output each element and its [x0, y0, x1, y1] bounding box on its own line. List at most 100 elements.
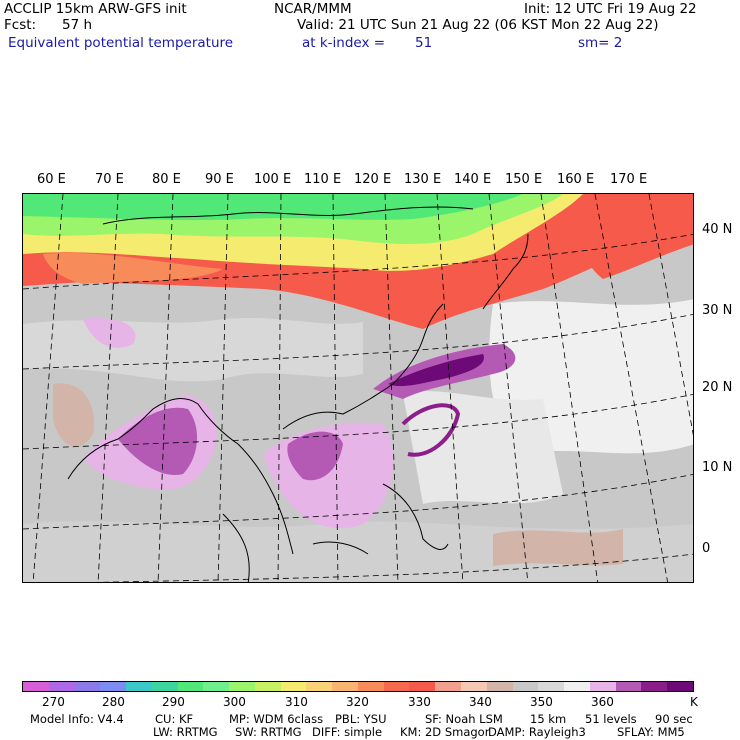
- colorbar-segment: [151, 682, 178, 691]
- lon-label: 130 E: [404, 172, 442, 187]
- northeast-warm: [579, 194, 693, 279]
- colorbar-unit: K: [690, 695, 698, 709]
- cumulus-scheme: CU: KF: [155, 712, 194, 726]
- japan-outline: [482, 233, 529, 310]
- colorbar-segment: [615, 682, 642, 691]
- lon-line: [97, 194, 119, 582]
- graticule: [23, 194, 693, 582]
- arabian-tan: [53, 383, 94, 447]
- level-value: 51: [415, 35, 433, 51]
- gulf-tonkin-purple: [287, 431, 343, 481]
- lon-line: [594, 194, 669, 582]
- center-name: NCAR/MMM: [274, 1, 352, 17]
- km-option: KM: 2D Smagor: [400, 725, 490, 739]
- lon-label: 80 E: [152, 172, 181, 187]
- colorbar-segment: [126, 682, 152, 691]
- map-panel: [22, 193, 694, 583]
- lon-label: 150 E: [505, 172, 543, 187]
- malay-outline: [222, 513, 250, 582]
- colorbar-label: 330: [408, 695, 431, 709]
- mongolia-border: [102, 206, 474, 225]
- lon-label: 90 E: [205, 172, 234, 187]
- ocean-band: [403, 391, 563, 504]
- lon-line: [648, 194, 693, 436]
- colorbar-segment: [383, 682, 410, 691]
- colorbar-segment: [667, 682, 693, 691]
- lon-line: [157, 194, 174, 582]
- colorbar-label: 290: [162, 695, 185, 709]
- lon-line: [488, 194, 529, 582]
- lat-label: 30 N: [702, 303, 733, 318]
- coastlines: [67, 206, 529, 582]
- shortwave-scheme: SW: RRTMG: [235, 725, 302, 739]
- lon-line: [332, 194, 339, 582]
- colorbar-segment: [23, 682, 49, 691]
- colorbar-segment: [564, 682, 590, 691]
- pacific-tan: [493, 529, 623, 566]
- field-name: Equivalent potential temperature: [8, 35, 234, 51]
- colorbar-label: 270: [42, 695, 65, 709]
- lat-label: 20 N: [702, 380, 733, 395]
- level-count: 51 levels: [585, 712, 637, 726]
- colorbar-segment: [641, 682, 668, 691]
- lon-label: 110 E: [304, 172, 342, 187]
- colorbar-segment: [203, 682, 230, 691]
- run-title: ACCLIP 15km ARW-GFS init: [4, 1, 187, 17]
- pbl-scheme: PBL: YSU: [335, 712, 387, 726]
- lon-label: 60 E: [37, 172, 66, 187]
- lat-label: 10 N: [702, 460, 733, 475]
- borneo-outline: [312, 541, 369, 555]
- colorbar-segment: [280, 682, 307, 691]
- lon-label: 70 E: [95, 172, 124, 187]
- colorbar-segment: [357, 682, 384, 691]
- lon-line: [384, 194, 399, 582]
- colorbar-segment: [74, 682, 101, 691]
- valid-time: Valid: 21 UTC Sun 21 Aug 22 (06 KST Mon …: [297, 17, 659, 33]
- colorbar-segment: [538, 682, 565, 691]
- forecast-label: Fcst:: [4, 17, 37, 33]
- colorbar-segment: [254, 682, 281, 691]
- typhoon-core: [388, 354, 484, 387]
- lon-line: [32, 194, 64, 582]
- longwave-scheme: LW: RRTMG: [153, 725, 218, 739]
- smoothing: sm= 2: [578, 35, 623, 51]
- lon-label: 140 E: [454, 172, 492, 187]
- colorbar-segment: [306, 682, 333, 691]
- south-asia-coast: [67, 398, 294, 555]
- china-coast: [282, 303, 444, 430]
- lon-label: 100 E: [254, 172, 292, 187]
- colorbar-segment: [435, 682, 462, 691]
- colorbar-segment: [589, 682, 616, 691]
- colorbar-segment: [100, 682, 127, 691]
- lat-label: 0: [702, 541, 711, 556]
- colorbar: [22, 681, 694, 692]
- colorbar-segment: [177, 682, 204, 691]
- timestep: 90 sec: [655, 712, 693, 726]
- damping: DAMP: Rayleigh3: [488, 725, 586, 739]
- colorbar-label: 350: [530, 695, 553, 709]
- lon-label: 120 E: [354, 172, 392, 187]
- colorbar-segment: [409, 682, 436, 691]
- lon-line: [217, 194, 229, 582]
- lon-line: [540, 194, 599, 582]
- bay-of-bengal-purple: [118, 407, 198, 475]
- green-core: [23, 194, 523, 221]
- colorbar-label: 280: [102, 695, 125, 709]
- colorbar-segment: [332, 682, 358, 691]
- colorbar-label: 320: [346, 695, 369, 709]
- colorbar-label: 340: [469, 695, 492, 709]
- forecast-hour: 57 h: [62, 17, 93, 33]
- theta-e-map: [23, 194, 693, 582]
- lat-label: 40 N: [702, 222, 733, 237]
- diffusion: DIFF: simple: [312, 725, 383, 739]
- colorbar-segment: [48, 682, 75, 691]
- colorbar-segment: [512, 682, 539, 691]
- colorbar-label: 300: [223, 695, 246, 709]
- surface-scheme: SF: Noah LSM: [425, 712, 503, 726]
- level-label: at k-index =: [302, 35, 386, 51]
- colorbar-segment: [486, 682, 513, 691]
- lon-line: [277, 194, 282, 582]
- colorbar-segment: [461, 682, 487, 691]
- lon-label: 160 E: [557, 172, 595, 187]
- tibet-purple: [83, 318, 136, 348]
